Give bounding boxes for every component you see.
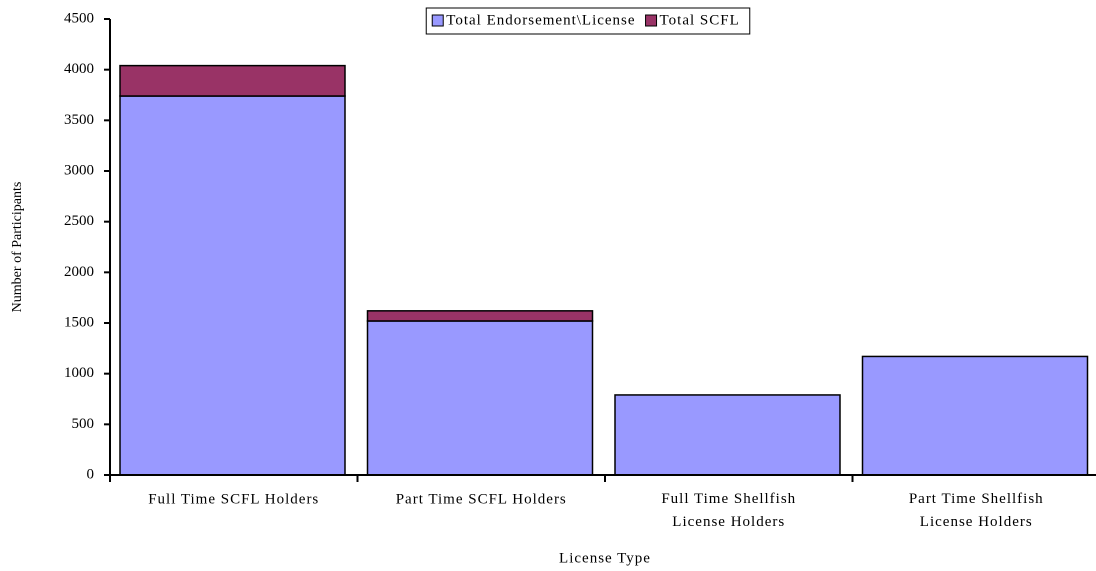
bar-segment bbox=[614, 394, 841, 476]
x-tick-label: Part Time Shellfish License Holders bbox=[909, 491, 1044, 530]
legend-label: Total SCFL bbox=[660, 12, 740, 28]
y-tick-label: 2500 bbox=[64, 213, 94, 229]
y-tick-label: 1000 bbox=[64, 365, 94, 381]
bar-segment bbox=[861, 355, 1089, 476]
x-tick-label: Full Time SCFL Holders bbox=[148, 491, 319, 507]
y-axis-label: Number of Participants bbox=[10, 182, 25, 313]
y-tick-label: 3000 bbox=[64, 162, 94, 178]
legend-box bbox=[425, 7, 751, 35]
legend-label: Total Endorsement\License bbox=[446, 12, 635, 28]
bar-segment bbox=[119, 64, 346, 97]
legend-swatch bbox=[645, 14, 658, 27]
y-tick-label: 4000 bbox=[64, 61, 94, 77]
y-tick-label: 2000 bbox=[64, 264, 94, 280]
bar-segment bbox=[366, 320, 594, 476]
x-tick-label: Part Time SCFL Holders bbox=[396, 491, 567, 507]
y-tick-label: 1500 bbox=[64, 314, 94, 330]
y-tick-label: 3500 bbox=[64, 112, 94, 128]
y-tick-label: 4500 bbox=[64, 10, 94, 26]
bar-segment bbox=[366, 310, 594, 322]
legend-swatch bbox=[431, 14, 444, 27]
y-tick-label: 0 bbox=[87, 466, 95, 482]
x-axis-label: License Type bbox=[559, 550, 651, 566]
x-tick-label: Full Time Shellfish License Holders bbox=[661, 491, 796, 530]
bar-segment bbox=[119, 95, 346, 476]
y-tick-label: 500 bbox=[72, 416, 95, 432]
